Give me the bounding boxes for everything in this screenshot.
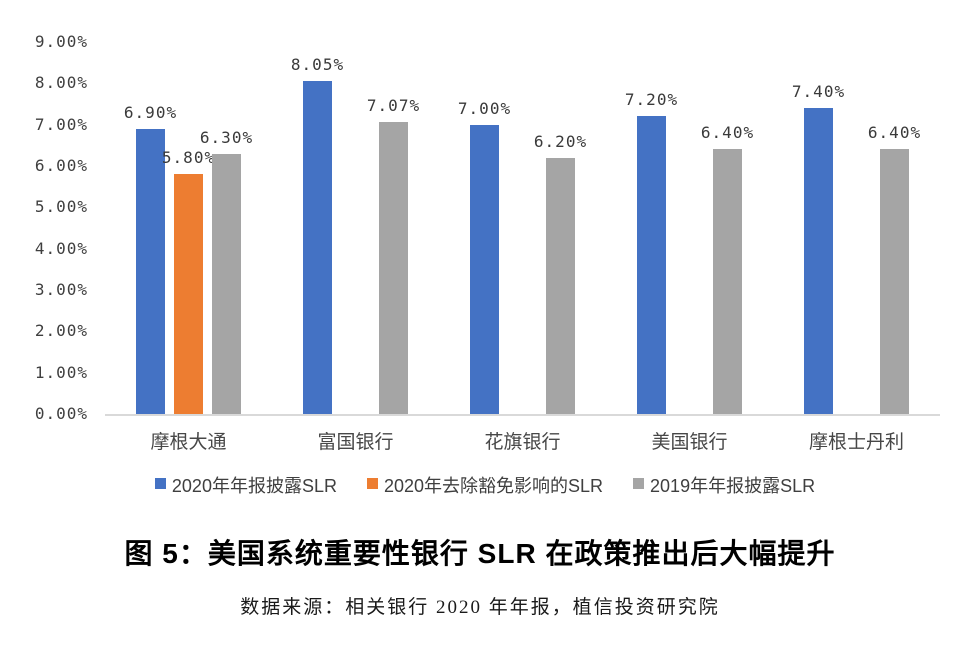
legend: 2020年年报披露SLR 2020年去除豁免影响的SLR 2019年年报披露SLR [60, 472, 910, 498]
bar-s0-c4 [804, 108, 833, 414]
data-source-caption: 数据来源：相关银行 2020 年年报，植信投资研究院 [240, 597, 720, 618]
y-axis-tick-label: 9.00% [34, 32, 88, 52]
x-axis-category-label: 美国银行 [651, 432, 728, 453]
x-axis-category-label: 富国银行 [317, 432, 394, 453]
bar-s0-c3 [637, 116, 666, 414]
legend-item: 2020年去除豁免影响的SLR [366, 472, 604, 498]
y-axis-tick-label: 5.00% [34, 197, 88, 217]
bar-s2-c3 [713, 149, 742, 414]
legend-swatch-icon [154, 478, 166, 489]
y-axis-tick-label: 0.00% [34, 404, 88, 423]
y-axis-tick-label: 3.00% [34, 280, 88, 299]
legend-swatch-icon [366, 478, 378, 489]
bar-value-label: 6.90% [123, 102, 178, 122]
legend-label: 2019年年报披露SLR [650, 476, 816, 496]
bar-value-label: 7.00% [457, 98, 512, 118]
bar-s1-c0 [174, 174, 203, 414]
x-axis-category-label: 摩根大通 [150, 432, 227, 453]
bar-s0-c0 [136, 128, 165, 414]
bar-value-label: 6.20% [533, 131, 588, 151]
figure-title: 图 5：美国系统重要性银行 SLR 在政策推出后大幅提升 [124, 538, 836, 569]
y-axis-tick-label: 7.00% [34, 114, 88, 134]
y-axis-tick-label: 6.00% [34, 156, 88, 176]
legend-swatch-icon [633, 478, 645, 489]
bar-s2-c1 [379, 121, 408, 414]
x-axis-category-label: 摩根士丹利 [808, 432, 904, 453]
bar-s0-c2 [470, 124, 499, 414]
legend-label: 2020年去除豁免影响的SLR [383, 476, 604, 496]
bar-value-label: 5.80% [161, 148, 216, 168]
bar-value-label: 7.20% [624, 90, 679, 110]
y-axis-tick-label: 2.00% [34, 321, 88, 341]
bar-s2-c2 [546, 157, 575, 414]
legend-item: 2020年年报披露SLR [154, 472, 337, 498]
x-axis-category-label: 花旗银行 [484, 432, 561, 453]
legend-label: 2020年年报披露SLR [171, 476, 337, 496]
bar-value-label: 8.05% [290, 55, 345, 75]
bar-s2-c0 [212, 153, 241, 414]
bar-value-label: 6.30% [199, 127, 254, 147]
bar-value-label: 7.40% [791, 82, 846, 102]
y-axis-tick-label: 1.00% [34, 362, 88, 382]
bar-value-label: 6.40% [867, 123, 922, 143]
bar-value-label: 7.07% [366, 95, 421, 115]
bar-s2-c4 [880, 149, 909, 414]
y-axis-tick-label: 8.00% [34, 73, 88, 93]
y-axis-tick-label: 4.00% [34, 238, 88, 258]
x-axis-line [105, 414, 940, 416]
bar-s0-c1 [303, 81, 332, 414]
bar-value-label: 6.40% [700, 123, 755, 143]
legend-item: 2019年年报披露SLR [633, 472, 815, 498]
